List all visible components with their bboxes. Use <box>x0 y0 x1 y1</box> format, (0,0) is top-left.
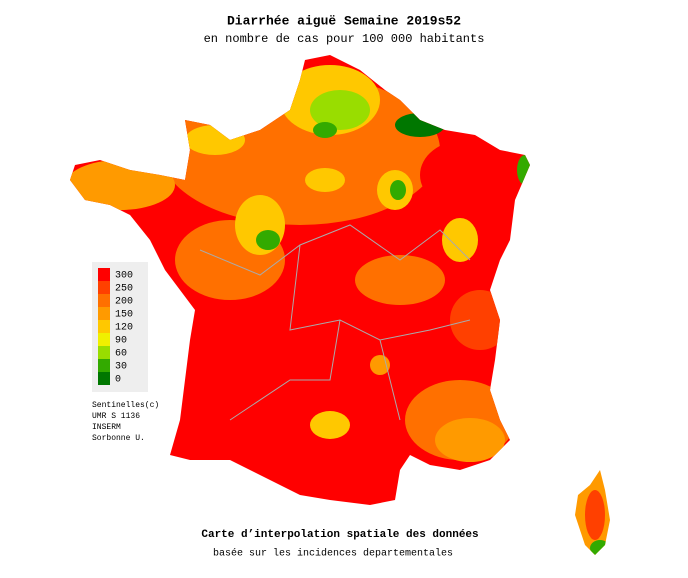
credit-line: Sentinelles(c) <box>92 401 159 410</box>
legend-swatch <box>98 281 110 294</box>
title: Diarrhée aiguë Semaine 2019s52 <box>227 13 461 28</box>
footer-title: Carte d’interpolation spatiale des donné… <box>201 529 478 541</box>
legend-swatch <box>98 333 110 346</box>
legend-label: 0 <box>115 375 121 386</box>
credits: Sentinelles(c) UMR S 1136 INSERM Sorbonne U… <box>92 401 159 443</box>
corsica-map <box>575 470 610 555</box>
legend-label: 120 <box>115 323 133 334</box>
legend-swatch <box>98 372 110 385</box>
legend-swatch <box>98 320 110 333</box>
legend-swatch <box>98 294 110 307</box>
footer-subtitle: basée sur les incidences departementales <box>213 548 453 560</box>
legend-label: 30 <box>115 362 127 373</box>
legend-label: 250 <box>115 284 133 295</box>
legend-label: 60 <box>115 349 127 360</box>
legend-swatch <box>98 359 110 372</box>
legend-swatch <box>98 268 110 281</box>
credit-line: INSERM <box>92 423 121 432</box>
legend-label: 200 <box>115 297 133 308</box>
credit-line: UMR S 1136 <box>92 412 140 421</box>
subtitle: en nombre de cas pour 100 000 habitants <box>204 32 485 46</box>
legend-swatch <box>98 346 110 359</box>
credit-line: Sorbonne U. <box>92 434 145 443</box>
legend-swatch <box>98 307 110 320</box>
legend-label: 150 <box>115 310 133 321</box>
legend-label: 90 <box>115 336 127 347</box>
legend-label: 300 <box>115 271 133 282</box>
